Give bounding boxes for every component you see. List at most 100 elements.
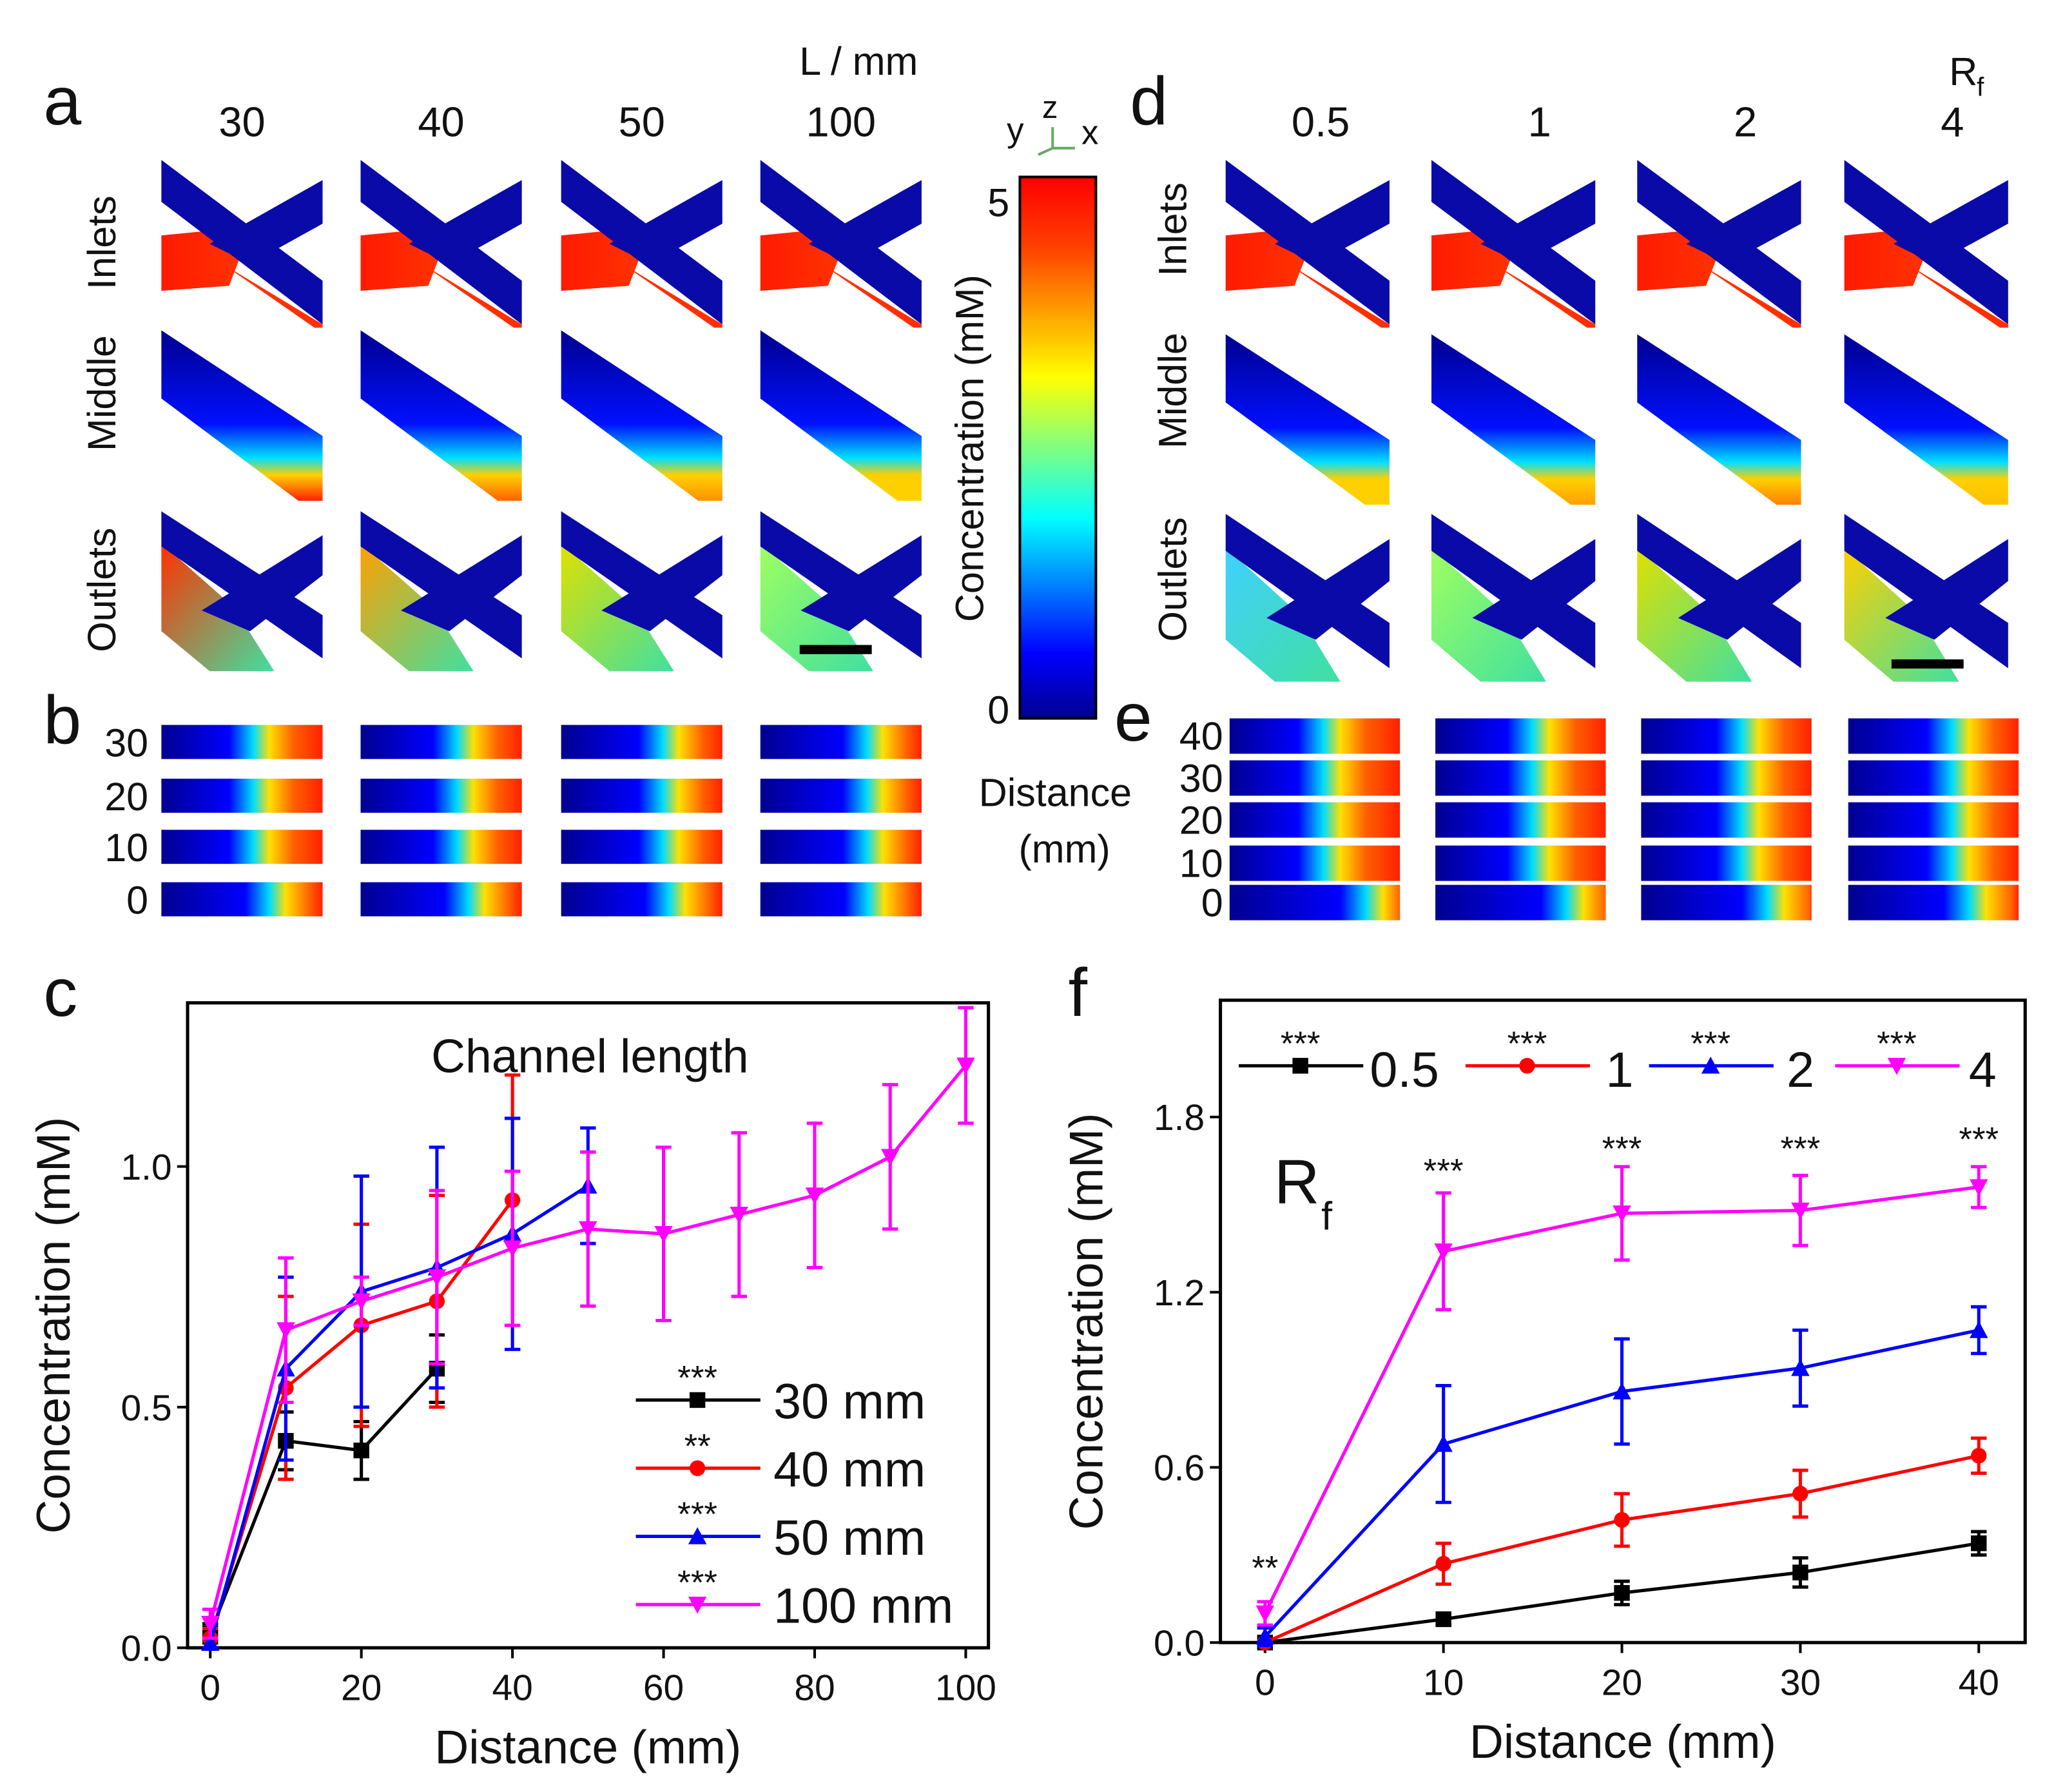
- chart-f: [1210, 998, 2027, 1653]
- concentration-strip: [760, 725, 922, 759]
- panel-label-d: d: [1130, 63, 1168, 139]
- channel-main: [360, 511, 522, 659]
- inlet-red-edge: [1283, 260, 1390, 328]
- legend-label: 30 mm: [773, 1374, 926, 1429]
- plot-frame: [186, 1001, 991, 1650]
- colorbar-max: 5: [987, 181, 1009, 225]
- channel-middle: [561, 330, 722, 501]
- x-tick-label: 80: [794, 1668, 835, 1709]
- channel-middle: [1225, 334, 1390, 505]
- legend-label: 2: [1787, 1042, 1814, 1098]
- concentration-strip: [1435, 760, 1606, 796]
- series-4: [1255, 1165, 1988, 1627]
- distance-label: 20: [1179, 798, 1223, 842]
- data-point: [688, 1527, 707, 1544]
- simulation-middle: [1844, 334, 2008, 505]
- concentration-strip: [360, 725, 522, 759]
- column-label: 50: [619, 98, 665, 145]
- channel-cross: [808, 180, 922, 264]
- inlet-red-edge: [1488, 260, 1596, 328]
- row-label: Inlets: [80, 195, 124, 289]
- inlet-red-edge: [417, 260, 522, 328]
- data-point: [352, 1293, 371, 1310]
- channel-middle: [360, 330, 522, 501]
- simulation-outlet: [360, 511, 522, 672]
- simulation-inlet: [760, 160, 922, 328]
- x-tick-label: 10: [1423, 1662, 1464, 1704]
- x-tick-label: 40: [1959, 1662, 1999, 1704]
- series-line: [208, 1184, 589, 1644]
- simulation-inlet: [1431, 160, 1596, 328]
- x-tick-label: 40: [492, 1668, 532, 1709]
- row-label: Outlets: [1151, 517, 1195, 641]
- data-point: [1791, 1202, 1810, 1220]
- simulation-inlet: [1637, 160, 1801, 328]
- simulation-inlet: [561, 160, 722, 328]
- channel-cross: [1274, 180, 1390, 264]
- inlet-red-edge: [1901, 260, 2008, 328]
- legend-significance: ***: [1281, 1025, 1321, 1063]
- row-label: Inlets: [1151, 182, 1195, 277]
- concentration-strip: [360, 778, 522, 813]
- x-tick-label: 20: [1602, 1662, 1642, 1704]
- data-point: [579, 1221, 597, 1238]
- legend-label: 50 mm: [773, 1510, 926, 1566]
- distance-label: 30: [104, 721, 148, 765]
- concentration-strip: [1229, 760, 1400, 796]
- column-label: 100: [806, 98, 877, 145]
- colorbar: [1018, 175, 1098, 720]
- legend-significance: ***: [677, 1359, 717, 1398]
- axis-triad-z: z: [1042, 90, 1058, 125]
- simulation-middle: [1225, 334, 1390, 505]
- colorbar-title: Concentration (mM): [947, 275, 991, 622]
- simulation-outlet: [760, 511, 922, 672]
- data-point: [689, 1460, 706, 1476]
- x-tick-label: 60: [643, 1668, 684, 1709]
- data-point: [689, 1392, 706, 1408]
- concentration-strip: [1229, 845, 1400, 881]
- x-tick-label: 0: [200, 1668, 220, 1709]
- distance-label: 20: [104, 775, 148, 819]
- legend-label: 100 mm: [773, 1579, 953, 1634]
- concentration-strip: [1848, 718, 2019, 754]
- point-significance: ***: [1424, 1152, 1464, 1190]
- series-30-mm: [202, 1333, 445, 1645]
- concentration-strip: [161, 882, 323, 917]
- series-1: [1257, 1436, 1987, 1651]
- y-tick-label: 1.2: [1154, 1272, 1205, 1314]
- row-label: Middle: [80, 335, 124, 451]
- concentration-strip: [1229, 718, 1400, 754]
- concentration-strip: [1229, 802, 1400, 838]
- data-point: [1971, 1448, 1987, 1464]
- column-header-rf: R: [1949, 50, 1977, 93]
- concentration-strip: [1435, 718, 1606, 754]
- panel-label-f: f: [1069, 955, 1088, 1031]
- x-tick-label: 100: [935, 1668, 996, 1709]
- column-header-rf-sub: f: [1977, 72, 1984, 101]
- legend-label: 0.5: [1370, 1042, 1439, 1098]
- y-axis-label: Concentration (mM): [1060, 1113, 1113, 1530]
- column-label: 4: [1941, 98, 1964, 145]
- simulation-outlet: [1431, 514, 1596, 682]
- column-label: 2: [1734, 98, 1757, 145]
- channel-cross: [1686, 180, 1801, 264]
- channel-cross: [401, 535, 522, 632]
- channel-main: [1844, 514, 2008, 668]
- inlet-red-edge: [817, 260, 922, 328]
- simulation-inlet: [360, 160, 522, 328]
- simulation-outlet: [561, 511, 722, 672]
- distance-label: 0: [1201, 881, 1223, 925]
- data-point: [200, 1615, 220, 1633]
- data-point: [1519, 1058, 1535, 1074]
- data-point: [1434, 1243, 1453, 1261]
- concentration-strip: [1435, 845, 1606, 881]
- data-point: [1435, 1611, 1451, 1628]
- concentration-strip: [161, 778, 323, 813]
- data-point: [1970, 1179, 1988, 1196]
- scale-bar: [1891, 659, 1964, 669]
- concentration-strip: [760, 882, 922, 917]
- series-2: [1255, 1305, 1988, 1648]
- channel-cross: [609, 180, 722, 264]
- data-point: [805, 1187, 824, 1205]
- legend-significance: ***: [677, 1564, 717, 1602]
